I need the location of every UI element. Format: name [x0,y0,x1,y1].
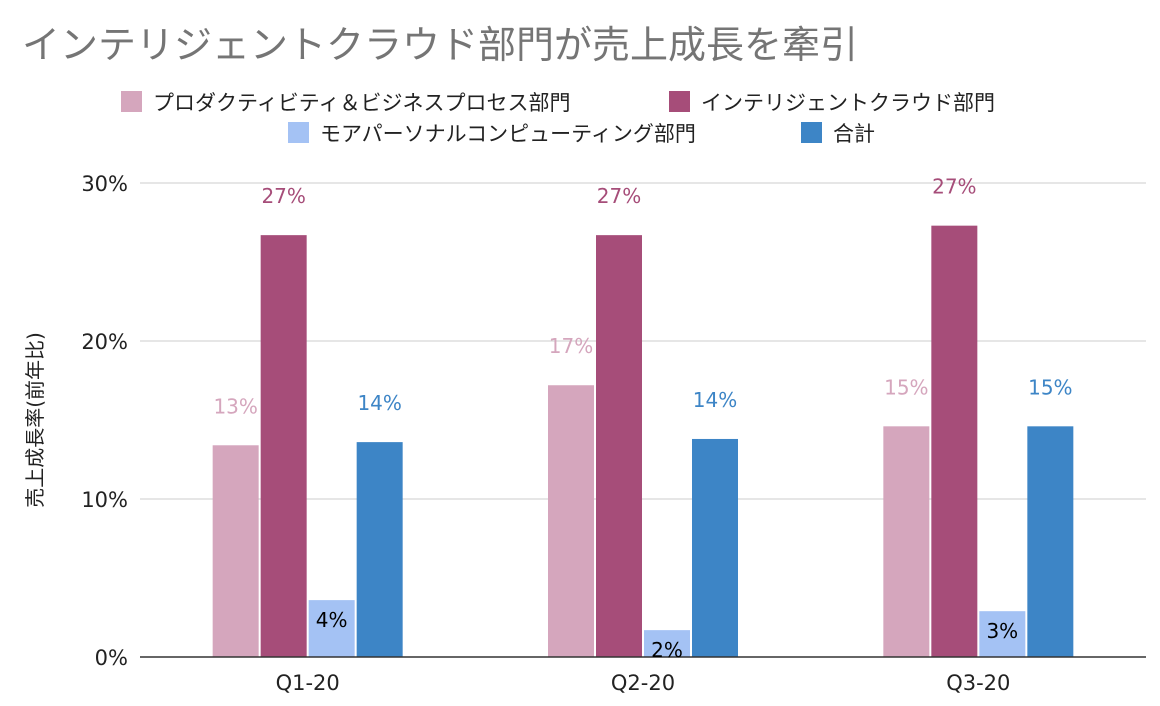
y-ticks: 0% 10% 20% 30% [81,172,128,670]
legend-label-total: 合計 [833,122,875,146]
bar [692,438,738,657]
data-label: 17% [549,334,593,358]
data-label: 2% [651,638,683,662]
bar [644,630,690,657]
data-label: 27% [597,184,641,208]
bar [1027,426,1074,657]
data-label: 15% [884,375,928,399]
data-label: 4% [316,608,348,632]
data-label: 13% [213,394,257,418]
data-label: 27% [932,175,976,199]
y-tick-label: 20% [81,330,128,354]
bar [548,385,594,657]
bar [931,225,978,657]
chart-title: インテリジェントクラウド部門が売上成長を牽引 [22,23,858,67]
data-label: 14% [693,388,737,412]
x-tick-label: Q2-20 [611,671,675,695]
legend: プロダクティビティ＆ビジネスプロセス部門 インテリジェントクラウド部門 モアパー… [121,91,995,146]
gridlines [140,182,1146,500]
data-labels: 13% 27% 4% 14% 17% 27% 2% 14% 15% 27% 3% 15% [213,175,1072,662]
legend-swatch-productivity [121,91,142,112]
legend-swatch-more-personal-computing [288,122,309,143]
legend-label-productivity: プロダクティビティ＆ビジネスプロセス部門 [153,91,570,115]
y-tick-label: 0% [95,646,128,670]
legend-label-intelligent-cloud: インテリジェントクラウド部門 [701,91,995,115]
bar [212,445,259,657]
bar [356,442,403,657]
data-label: 3% [986,619,1018,643]
data-label: 15% [1028,375,1072,399]
legend-swatch-intelligent-cloud [669,91,690,112]
x-tick-label: Q1-20 [276,671,340,695]
x-ticks: Q1-20 Q2-20 Q3-20 [276,671,1011,695]
data-label: 14% [357,391,401,415]
y-tick-label: 30% [81,172,128,196]
bar [883,426,930,657]
bar [979,611,1026,657]
y-tick-label: 10% [81,488,128,512]
x-tick-label: Q3-20 [946,671,1010,695]
bar [596,235,642,657]
bars [212,225,1074,657]
data-label: 27% [261,184,305,208]
bar [308,600,355,657]
legend-label-more-personal-computing: モアパーソナルコンピューティング部門 [320,122,696,146]
legend-swatch-total [801,122,822,143]
y-axis-label: 売上成長率(前年比) [23,332,47,508]
bar [260,235,307,657]
